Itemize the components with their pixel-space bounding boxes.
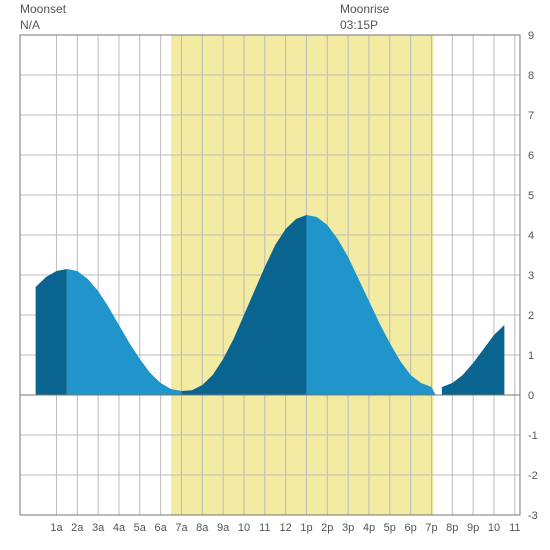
- x-tick-label: 5p: [384, 522, 396, 534]
- x-tick-label: 7p: [425, 522, 437, 534]
- y-tick-label: 8: [528, 70, 534, 82]
- moonrise-label: Moonrise: [340, 2, 389, 18]
- moonset-block: Moonset N/A: [20, 2, 66, 33]
- y-tick-label: -2: [528, 470, 538, 482]
- x-tick-label: 4a: [113, 522, 126, 534]
- moonrise-block: Moonrise 03:15P: [340, 2, 389, 33]
- tide-segment: [36, 269, 67, 395]
- x-tick-label: 8p: [446, 522, 458, 534]
- x-tick-label: 9p: [467, 522, 479, 534]
- x-tick-label: 2p: [321, 522, 333, 534]
- x-tick-label: 3p: [342, 522, 354, 534]
- y-tick-label: 2: [528, 310, 534, 322]
- x-tick-label: 1p: [300, 522, 312, 534]
- y-tick-label: -1: [528, 430, 538, 442]
- x-tick-label: 9a: [217, 522, 230, 534]
- x-tick-label: 6a: [155, 522, 168, 534]
- y-tick-label: 4: [528, 230, 534, 242]
- x-tick-label: 4p: [363, 522, 375, 534]
- x-tick-label: 12: [280, 522, 292, 534]
- x-tick-label: 5a: [134, 522, 147, 534]
- moonset-label: Moonset: [20, 2, 66, 18]
- y-tick-label: 0: [528, 390, 534, 402]
- x-tick-label: 11: [259, 522, 270, 534]
- x-tick-label: 10: [488, 522, 500, 534]
- x-tick-label: 1a: [50, 522, 63, 534]
- x-tick-label: 6p: [405, 522, 417, 534]
- y-tick-label: 9: [528, 30, 534, 42]
- y-tick-label: 1: [528, 350, 534, 362]
- y-tick-label: 5: [528, 190, 534, 202]
- moonset-value: N/A: [20, 18, 66, 34]
- x-tick-label: 8a: [196, 522, 209, 534]
- chart-svg: -3-2-101234567891a2a3a4a5a6a7a8a9a101112…: [0, 0, 550, 550]
- x-tick-label: 2a: [71, 522, 84, 534]
- tide-chart: Moonset N/A Moonrise 03:15P -3-2-1012345…: [0, 0, 550, 550]
- y-tick-label: -3: [528, 510, 538, 522]
- x-tick-label: 7a: [175, 522, 188, 534]
- y-tick-label: 7: [528, 110, 534, 122]
- y-tick-label: 6: [528, 150, 534, 162]
- moonrise-value: 03:15P: [340, 18, 389, 34]
- x-tick-label: 10: [238, 522, 250, 534]
- y-tick-label: 3: [528, 270, 534, 282]
- x-tick-label: 11: [509, 522, 520, 534]
- x-tick-label: 3a: [92, 522, 105, 534]
